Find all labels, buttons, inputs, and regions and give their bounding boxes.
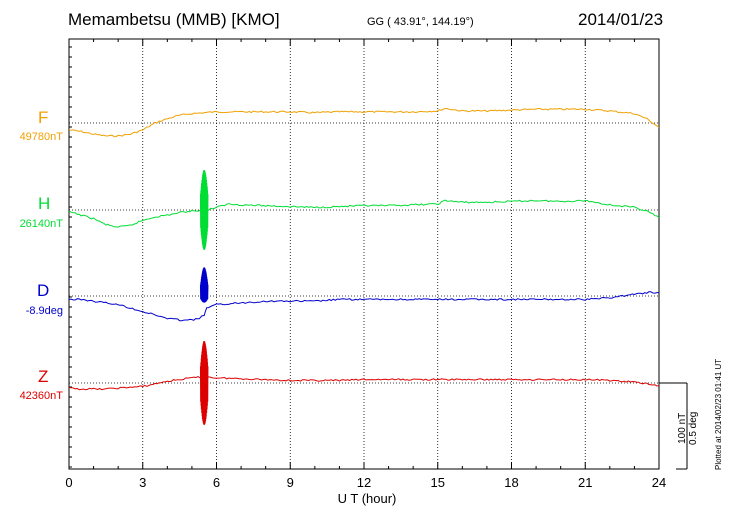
series-label-d: D [37,281,50,300]
x-tick-labels: 0 3 6 9 12 15 18 21 24 [65,475,666,490]
series-label-f: F [38,108,49,127]
x-tick-label: 3 [139,475,146,490]
series-traces [68,107,660,425]
disturbance-z [199,340,209,425]
baselines [69,122,659,384]
station-title: Memambetsu (MMB) [KMO] [68,10,280,29]
x-tick-label: 21 [578,475,592,490]
x-axis-label: U T (hour) [338,491,397,506]
x-tick-label: 24 [652,475,666,490]
series-label-z: Z [38,367,49,386]
disturbance-d [199,267,209,303]
baseline-label-z: 42360nT [19,390,63,402]
plot-frame [68,38,660,470]
scale-bar [659,382,688,470]
x-tick-label: 6 [213,475,220,490]
plotted-timestamp: Plotted at 2014/02/23 01:41 UT [714,358,723,470]
x-tick-label: 18 [504,475,518,490]
axis-ticks [68,39,660,469]
trace-z [68,376,660,391]
scale-nt: 100 nT [677,412,688,444]
date-label: 2014/01/23 [578,10,664,29]
disturbance-h [199,169,209,250]
x-tick-label: 9 [287,475,294,490]
trace-h [68,199,660,228]
x-tick-label: 0 [65,475,72,490]
scale-bar-label: 100 nT 0.5 deg [677,412,699,445]
x-tick-label: 15 [431,475,445,490]
x-tick-label: 12 [357,475,371,490]
grid-lines [142,39,586,469]
trace-f [68,107,660,138]
scale-deg: 0.5 deg [688,411,699,445]
geographic-coords: GG ( 43.91°, 144.19°) [367,16,474,28]
trace-d [68,291,659,322]
baseline-label-d: -8.9deg [25,305,63,317]
baseline-label-h: 26140nT [19,218,63,230]
series-label-h: H [38,194,51,213]
baseline-label-f: 49780nT [19,131,63,143]
